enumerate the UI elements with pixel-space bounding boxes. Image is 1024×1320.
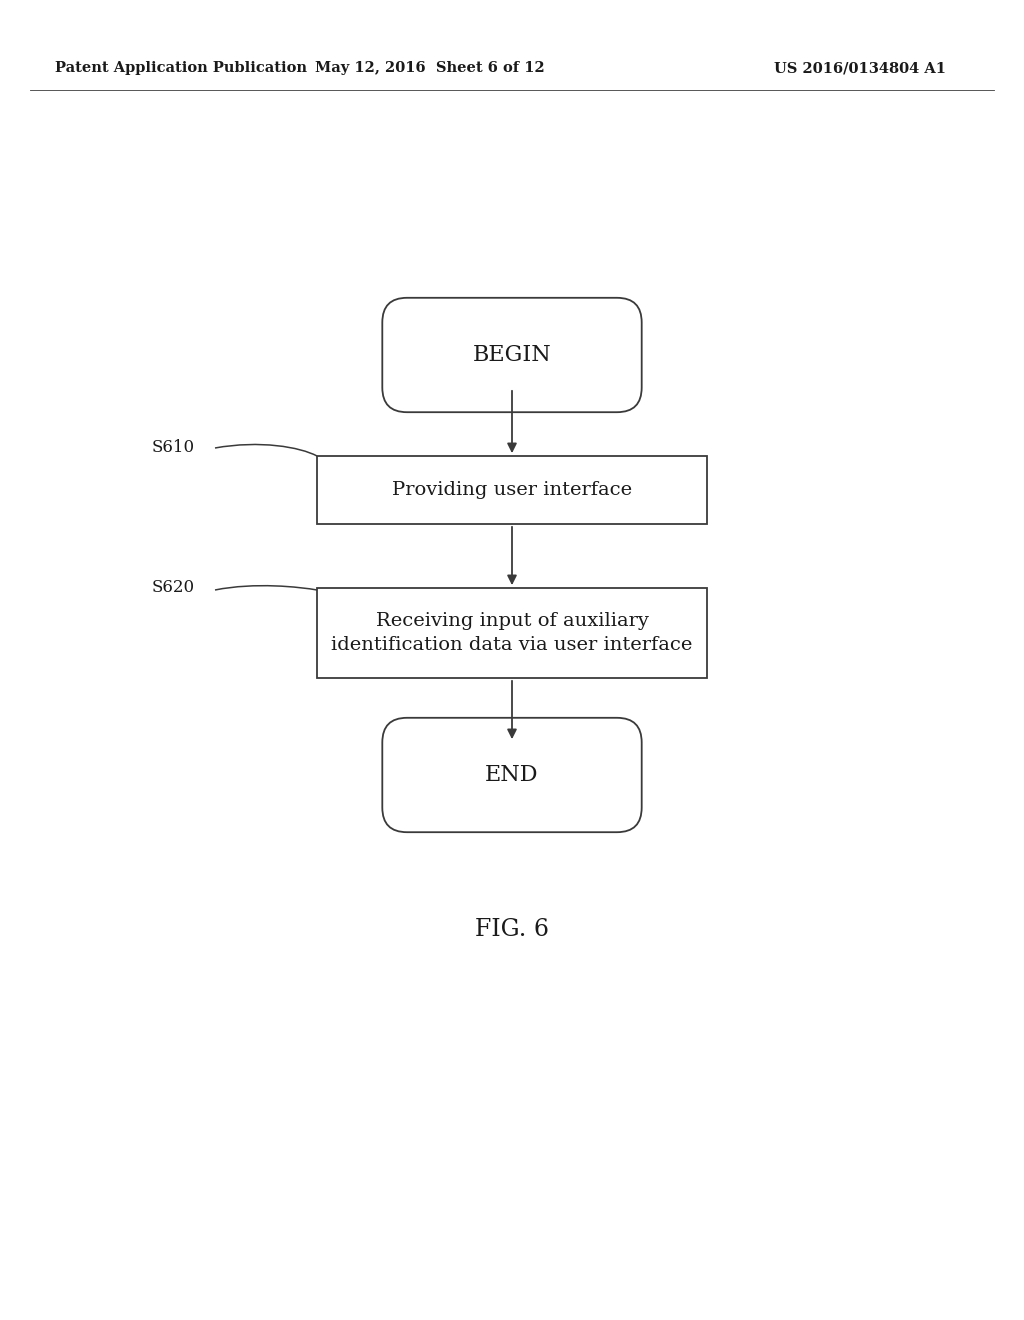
Text: END: END (485, 764, 539, 785)
Text: May 12, 2016  Sheet 6 of 12: May 12, 2016 Sheet 6 of 12 (315, 61, 545, 75)
Bar (317, 587, 707, 678)
Text: Patent Application Publication: Patent Application Publication (55, 61, 307, 75)
FancyBboxPatch shape (382, 718, 642, 832)
Text: Providing user interface: Providing user interface (392, 480, 632, 499)
Text: FIG. 6: FIG. 6 (475, 919, 549, 941)
Text: US 2016/0134804 A1: US 2016/0134804 A1 (774, 61, 946, 75)
Text: BEGIN: BEGIN (473, 345, 551, 366)
Bar (317, 455, 707, 524)
Text: S610: S610 (152, 440, 195, 457)
Text: Receiving input of auxiliary
identification data via user interface: Receiving input of auxiliary identificat… (332, 612, 692, 653)
FancyBboxPatch shape (382, 298, 642, 412)
Text: S620: S620 (152, 579, 195, 597)
